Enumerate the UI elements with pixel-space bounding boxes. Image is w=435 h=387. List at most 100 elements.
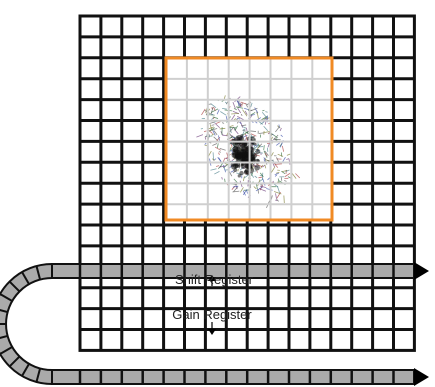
gain-pointer-arrow-icon <box>208 329 216 335</box>
sample-fiber <box>282 170 288 172</box>
sample-fiber <box>278 124 280 128</box>
register-curve-cell-divider <box>8 355 21 368</box>
sample-fiber <box>209 121 215 124</box>
sample-fiber <box>212 116 219 119</box>
sample-nucleus-dot <box>237 174 242 178</box>
sample-fiber <box>259 178 263 182</box>
register-curve-cell-divider <box>21 363 30 377</box>
sample-fiber <box>221 176 223 180</box>
register-curve-cell-divider <box>0 346 13 355</box>
sample-fiber <box>273 191 282 195</box>
sample-fiber <box>210 103 217 108</box>
sample-fiber <box>219 165 227 168</box>
sample-fiber <box>249 112 256 116</box>
sample-fiber <box>260 115 268 121</box>
sample-fiber <box>245 133 248 142</box>
sample-fiber <box>229 125 234 128</box>
sample-fiber <box>273 162 279 168</box>
sample-fiber <box>222 108 227 110</box>
sample-fiber <box>286 158 290 160</box>
sample-fiber <box>254 170 257 172</box>
sample-fiber <box>196 134 204 138</box>
sample-fiber <box>275 193 277 199</box>
registers <box>0 262 429 386</box>
sample-fiber <box>274 172 279 175</box>
sample-fiber <box>256 111 259 119</box>
shift-pointer-arrow-icon <box>208 275 216 281</box>
sample-fiber <box>241 103 243 107</box>
sample-fiber <box>214 146 222 151</box>
region-of-interest <box>164 56 334 222</box>
sample-nucleus-dot <box>233 168 238 172</box>
sample-fiber <box>232 101 236 109</box>
sample-fiber <box>204 142 207 145</box>
sample-fiber <box>211 117 214 120</box>
sample-fiber <box>200 127 203 130</box>
sample-fiber <box>217 157 222 162</box>
sample-nucleus-dot <box>256 159 260 163</box>
register-curve-cell-divider <box>0 334 8 339</box>
sample-fiber <box>229 126 232 134</box>
sample-fiber <box>242 128 246 131</box>
sample-fiber <box>220 111 227 116</box>
sample-fiber <box>245 103 249 108</box>
sample-fiber <box>240 113 243 117</box>
sample-fiber <box>276 171 280 174</box>
sample-fiber <box>233 118 237 121</box>
sample-fiber <box>218 152 220 155</box>
sample-fiber <box>253 186 257 190</box>
roi-outline <box>164 56 334 222</box>
sample-nucleus-dot <box>236 150 241 155</box>
sample-fiber <box>231 113 239 115</box>
arrows <box>208 275 216 335</box>
sample-fiber <box>281 145 285 152</box>
sample-fiber <box>250 133 257 137</box>
sample-fiber <box>210 108 219 113</box>
register-curve-cell-divider <box>21 271 30 285</box>
sample-fiber <box>281 170 286 175</box>
sample-fiber <box>243 130 250 136</box>
sample-fiber <box>212 143 218 146</box>
sample-fiber <box>246 190 248 194</box>
sample-fiber <box>270 166 276 174</box>
sample-fiber <box>274 174 278 177</box>
sample-fiber <box>264 164 267 169</box>
sample-fiber <box>210 168 217 171</box>
sample-fiber <box>284 173 291 177</box>
sample-fiber <box>265 111 268 113</box>
sample-fiber <box>254 107 259 114</box>
sample-fiber <box>224 178 226 183</box>
sample-fiber <box>210 106 214 115</box>
sample-fiber <box>234 125 238 131</box>
sample-fiber <box>276 198 279 202</box>
sample-nucleus-dot <box>235 154 241 160</box>
register-curve-cell-divider <box>35 368 42 383</box>
sample-fiber <box>242 189 248 196</box>
sample-fiber <box>232 185 239 188</box>
sample-fiber <box>212 130 216 136</box>
sample-fiber <box>275 199 278 202</box>
sample-fiber <box>219 148 226 151</box>
sample-fiber <box>216 109 220 115</box>
sample-fiber <box>275 126 280 133</box>
sample-fiber <box>215 121 221 124</box>
gain-register-band <box>51 369 415 385</box>
sample-fiber <box>259 172 264 178</box>
sample-fiber <box>254 175 258 179</box>
shift-register-label-group: Shift Register <box>175 272 254 287</box>
sample-fiber <box>203 130 207 133</box>
sample-fiber <box>240 101 247 105</box>
sample-fiber <box>213 106 216 111</box>
sample-fiber <box>221 122 225 124</box>
sample-fiber <box>295 173 301 179</box>
sample-fiber <box>263 157 266 160</box>
register-u-turn <box>0 262 53 386</box>
sample-fiber <box>229 126 235 133</box>
shift-register-output-arrow-icon <box>414 262 429 280</box>
sample-fiber <box>259 185 267 188</box>
sample-fiber <box>240 187 244 193</box>
sample-fiber <box>214 170 220 175</box>
register-curve-cell-divider <box>8 280 21 293</box>
sample-fiber <box>230 170 235 173</box>
